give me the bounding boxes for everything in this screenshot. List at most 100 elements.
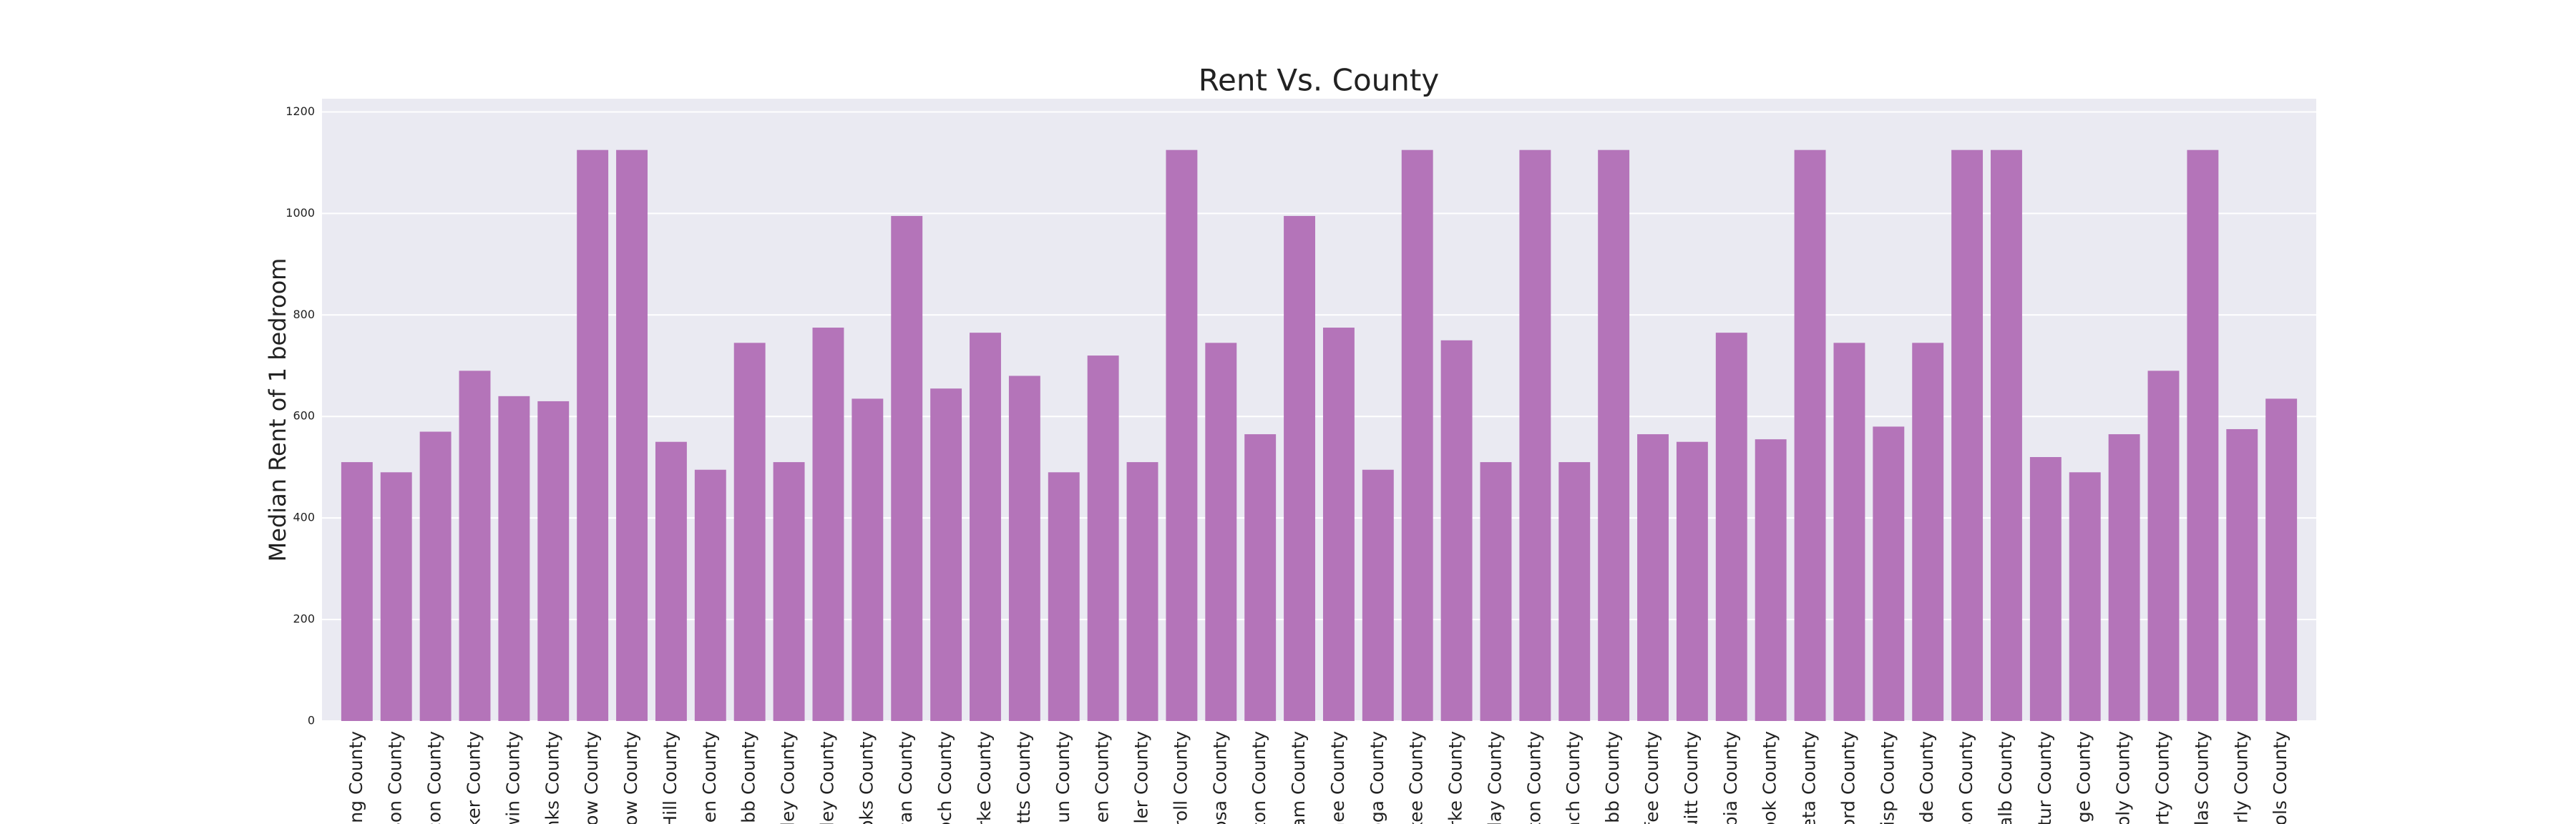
y-tick-label: 400 — [293, 511, 315, 524]
bar — [2069, 472, 2101, 721]
x-tick-label: Burke County — [974, 731, 995, 824]
x-tick-label: Brantley County — [816, 731, 837, 824]
bar — [812, 328, 844, 721]
bar — [1440, 340, 1473, 722]
x-tick-label: Brooks County — [856, 731, 877, 824]
bar — [1755, 439, 1787, 721]
bar — [459, 371, 491, 721]
plot-layer: 0 200 400 600 800 1000 1200 Appling County Atkin… — [286, 104, 2316, 824]
bar — [2187, 149, 2219, 721]
x-tick-label: Appling County — [346, 731, 366, 824]
bar — [970, 333, 1001, 721]
bar — [1008, 376, 1040, 721]
x-tick-label: Clayton County — [1523, 731, 1544, 824]
bar — [577, 149, 609, 721]
x-tick-label: Baldwin County — [502, 731, 523, 824]
bar — [1715, 333, 1747, 721]
x-tick-label: Chatham County — [1288, 731, 1309, 824]
bar — [1598, 149, 1630, 721]
plot-area — [322, 99, 2316, 721]
bar — [1362, 469, 1394, 721]
y-tick-label: 1000 — [286, 206, 315, 220]
bar — [498, 396, 530, 721]
x-tick-label: Charlton County — [1249, 731, 1269, 824]
bar — [2147, 371, 2180, 721]
x-tick-label: Bryan County — [895, 731, 916, 824]
x-tick-label: Ben Hill County — [660, 731, 680, 824]
y-tick-label: 600 — [293, 409, 315, 423]
bar — [2265, 398, 2298, 721]
bar — [1519, 149, 1551, 721]
bar — [380, 472, 412, 721]
x-tick-label: Crisp County — [1877, 731, 1898, 824]
bar — [341, 462, 373, 721]
bar — [1087, 355, 1119, 721]
x-tick-label: Decatur County — [2034, 731, 2055, 824]
x-tick-label: Barrow County — [581, 731, 602, 824]
bar — [419, 431, 452, 721]
bar — [852, 398, 884, 721]
bar — [694, 469, 726, 721]
x-tick-label: Dade County — [1916, 731, 1937, 824]
x-tick-label: Catoosa County — [1209, 731, 1230, 824]
x-tick-label: Coweta County — [1799, 731, 1820, 824]
x-tick-label: Carroll County — [1170, 731, 1191, 824]
x-tick-label: Bacon County — [424, 731, 445, 824]
bar — [1794, 149, 1826, 721]
bar — [537, 401, 570, 721]
x-tick-label: Camden County — [1092, 731, 1113, 824]
x-tick-label: Dodge County — [2074, 731, 2094, 824]
y-tick-label: 1200 — [286, 104, 315, 118]
x-tick-label: Clay County — [1484, 731, 1505, 824]
bar — [2108, 434, 2140, 721]
x-tick-label: Crawford County — [1838, 731, 1858, 824]
bar — [2029, 456, 2062, 721]
x-tick-label: Bulloch County — [935, 731, 955, 824]
x-tick-label: Clarke County — [1445, 731, 1466, 824]
x-tick-label: Cherokee County — [1406, 731, 1427, 824]
bar — [616, 149, 648, 721]
bar — [1873, 426, 1905, 721]
x-tick-label: Clinch County — [1563, 731, 1584, 824]
x-tick-label: Atkinson County — [385, 731, 406, 824]
x-tick-label: Berrien County — [699, 731, 720, 824]
bar — [1322, 328, 1355, 721]
bar — [655, 441, 687, 721]
x-tick-label: Dougherty County — [2152, 731, 2173, 824]
y-tick-label: 0 — [308, 714, 315, 727]
x-tick-label: DeKalb County — [1995, 731, 2016, 824]
bar — [1244, 434, 1277, 721]
x-tick-label: Candler County — [1131, 731, 1152, 824]
bar — [1833, 343, 1865, 721]
bar — [1558, 462, 1591, 721]
x-tick-label: Colquitt County — [1681, 731, 1702, 824]
x-tick-label: Calhoun County — [1053, 731, 1073, 824]
bar — [1401, 149, 1433, 721]
bar — [773, 462, 805, 721]
bar — [891, 215, 923, 721]
bar — [1951, 149, 1984, 721]
bar — [1637, 434, 1669, 721]
chart-title: Rent Vs. County — [1199, 63, 1439, 98]
y-axis-label: Median Rent of 1 bedroom — [264, 258, 291, 562]
bar — [2226, 428, 2258, 721]
y-tick-label: 200 — [293, 612, 315, 626]
x-tick-label: Bleckley County — [778, 731, 799, 824]
x-tick-label: Columbia County — [1720, 731, 1741, 824]
bar — [1912, 343, 1944, 721]
x-tick-label: Dawson County — [1956, 731, 1976, 824]
bar — [1991, 149, 2022, 721]
bar — [930, 388, 962, 721]
x-tick-label: Cook County — [1760, 731, 1780, 824]
x-tick-label: Baker County — [463, 731, 484, 824]
y-tick-label: 800 — [293, 308, 315, 321]
x-tick-label: Bibb County — [738, 731, 759, 824]
x-tick-label: Coffee County — [1641, 731, 1662, 824]
bar — [1676, 441, 1708, 721]
x-tick-label: Chattooga County — [1367, 731, 1387, 824]
bar — [1284, 215, 1316, 721]
x-tick-label: Douglas County — [2191, 731, 2212, 824]
x-tick-label: Chattahoochee County — [1327, 731, 1348, 824]
x-tick-label: Dooly County — [2113, 731, 2134, 824]
bar — [1480, 462, 1512, 721]
